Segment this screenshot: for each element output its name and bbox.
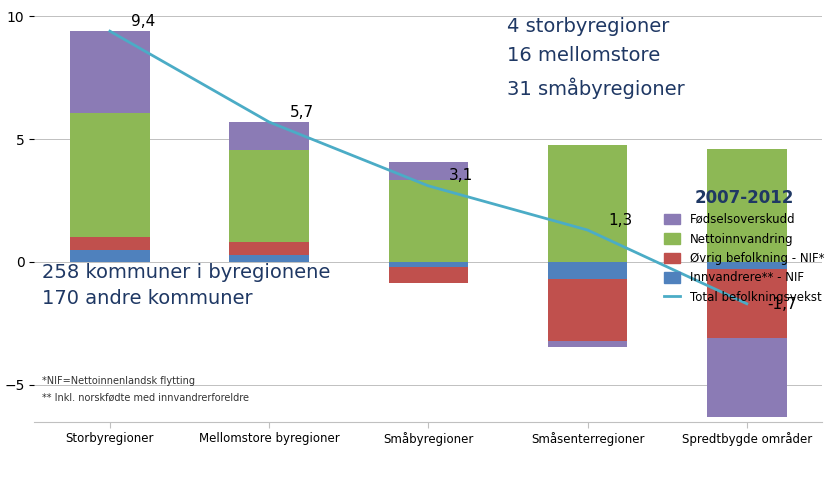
Bar: [70, 31, 149, 113]
Text: 1,3: 1,3: [608, 212, 632, 227]
Text: *NIF=Nettoinnenlandsk flytting: *NIF=Nettoinnenlandsk flytting: [42, 376, 195, 386]
Bar: [707, 262, 787, 269]
Bar: [548, 262, 627, 279]
Bar: [707, 338, 787, 417]
Bar: [229, 150, 309, 242]
Bar: [70, 238, 149, 250]
Text: 4 storbyregioner
16 mellomstore
31 småbyregioner: 4 storbyregioner 16 mellomstore 31 småby…: [507, 16, 685, 99]
Bar: [388, 162, 468, 180]
Bar: [70, 250, 149, 262]
Text: ** Inkl. norskfødte med innvandrerforeldre: ** Inkl. norskfødte med innvandrerforeld…: [42, 393, 249, 403]
Bar: [388, 267, 468, 283]
Text: 5,7: 5,7: [290, 105, 314, 120]
Bar: [548, 279, 627, 341]
Text: -1,7: -1,7: [768, 297, 797, 312]
Bar: [548, 145, 627, 262]
Legend: Fødselsoverskudd, Nettoinnvandring, Øvrig befolkning - NIF*, Innvandrere** - NIF: Fødselsoverskudd, Nettoinnvandring, Øvri…: [664, 189, 824, 304]
Bar: [388, 262, 468, 267]
Bar: [70, 113, 149, 238]
Text: 3,1: 3,1: [449, 168, 473, 183]
Bar: [707, 149, 787, 262]
Bar: [707, 269, 787, 338]
Bar: [548, 341, 627, 348]
Text: 9,4: 9,4: [130, 14, 155, 29]
Bar: [388, 180, 468, 262]
Text: 258 kommuner i byregionene
170 andre kommuner: 258 kommuner i byregionene 170 andre kom…: [42, 263, 330, 308]
Bar: [229, 256, 309, 262]
Bar: [229, 242, 309, 256]
Bar: [229, 122, 309, 150]
